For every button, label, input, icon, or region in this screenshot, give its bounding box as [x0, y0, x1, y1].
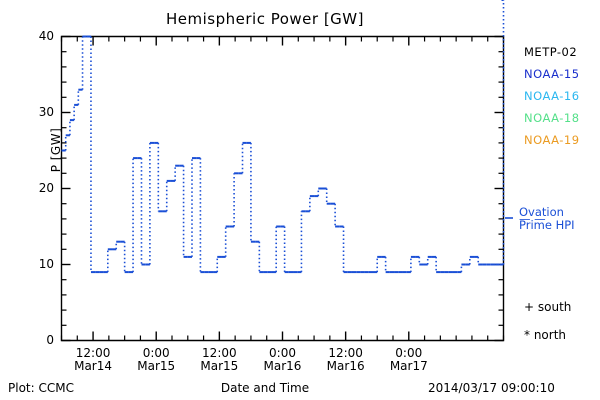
- plot-source-label: Plot: CCMC: [8, 381, 74, 395]
- x-tick-date: Mar15: [137, 359, 176, 373]
- x-tick-time: 12:00: [202, 346, 237, 360]
- x-tick-label: 12:00 Mar16: [301, 347, 391, 373]
- x-tick-label: 0:00 Mar16: [238, 347, 328, 373]
- marker-symbol-south: +: [524, 300, 535, 314]
- x-tick-date: Mar15: [200, 359, 239, 373]
- chart-title: Hemispheric Power [GW]: [166, 10, 364, 28]
- marker-symbol-north: *: [524, 328, 530, 342]
- legend-item-noaa-18[interactable]: NOAA-18: [524, 111, 580, 125]
- y-tick-label: 20: [38, 180, 54, 195]
- legend-item-metp-02[interactable]: METP-02: [524, 45, 578, 59]
- x-tick-date: Mar16: [263, 359, 302, 373]
- x-axis-caption: Date and Time: [220, 381, 310, 395]
- legend-item-noaa-16[interactable]: NOAA-16: [524, 89, 580, 103]
- marker-label-south: south: [534, 300, 572, 314]
- legend-item-noaa-15[interactable]: NOAA-15: [524, 67, 580, 81]
- timestamp-label: 2014/03/17 09:00:10: [428, 381, 555, 395]
- ovation-legend-label: Ovation Prime HPI: [519, 206, 575, 232]
- x-tick-time: 12:00: [328, 346, 363, 360]
- data-series: [61, 0, 505, 274]
- x-tick-date: Mar14: [74, 359, 113, 373]
- x-tick-label: 12:00 Mar15: [174, 347, 264, 373]
- x-tick-date: Mar16: [326, 359, 365, 373]
- y-tick-label: 30: [38, 104, 54, 119]
- x-tick-time: 0:00: [269, 346, 296, 360]
- marker-legend-north: * north: [524, 328, 566, 342]
- legend-item-noaa-19[interactable]: NOAA-19: [524, 133, 580, 147]
- axis-ticks: [60, 35, 505, 342]
- marker-label-north: north: [530, 328, 567, 342]
- x-tick-label: 0:00 Mar15: [111, 347, 201, 373]
- y-tick-label: 40: [38, 28, 54, 43]
- ovation-label-line1: Ovation: [519, 205, 564, 219]
- x-tick-label: 0:00 Mar17: [364, 347, 454, 373]
- y-tick-label: 10: [38, 256, 54, 271]
- marker-legend-south: + south: [524, 300, 571, 314]
- x-tick-label: 12:00 Mar14: [48, 347, 138, 373]
- x-tick-time: 0:00: [395, 346, 423, 360]
- x-tick-time: 12:00: [75, 346, 111, 360]
- x-tick-date: Mar17: [389, 359, 428, 373]
- axes-frame: [60, 35, 505, 342]
- ovation-label-line2: Prime HPI: [519, 218, 575, 232]
- x-tick-time: 0:00: [142, 346, 170, 360]
- ovation-line-symbol: — —: [519, 212, 546, 226]
- y-tick-label: 0: [46, 332, 54, 347]
